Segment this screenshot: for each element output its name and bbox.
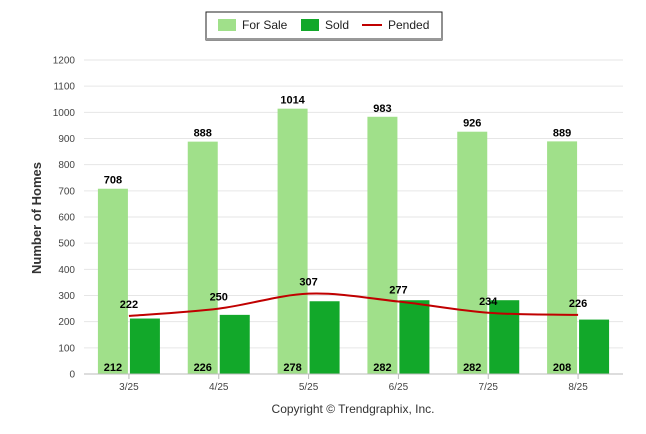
- y-tick-label: 1100: [53, 82, 75, 93]
- legend-label-pended: Pended: [388, 18, 429, 32]
- pended-line: [128, 292, 579, 317]
- data-label-for-sale: 983: [373, 103, 391, 115]
- data-label-pended: 250: [210, 292, 228, 304]
- bar-for-sale: [547, 141, 578, 374]
- x-tick-label: 7/25: [479, 382, 499, 393]
- bar-sold: [309, 301, 340, 374]
- y-tick-label: 0: [69, 370, 75, 381]
- y-tick-label: 800: [58, 160, 75, 171]
- gridlines: [84, 59, 623, 349]
- data-label-for-sale: 926: [463, 118, 481, 130]
- data-label-sold: 212: [104, 362, 122, 374]
- legend-shadow: [206, 38, 442, 40]
- x-tick-label: 6/25: [389, 382, 409, 393]
- data-labels: 708 888 1014 983 926 889 212 226 278 282 282 208 222…: [104, 95, 588, 374]
- bar-sold: [399, 300, 430, 374]
- data-label-for-sale: 888: [194, 128, 212, 140]
- data-label-for-sale: 1014: [280, 95, 305, 107]
- bar-for-sale: [187, 141, 218, 374]
- data-label-pended: 226: [569, 298, 587, 310]
- y-tick-label: 900: [58, 134, 75, 145]
- data-label-sold: 226: [194, 362, 212, 374]
- pended-series-line: [128, 292, 579, 317]
- data-label-pended: 277: [389, 285, 407, 297]
- data-label-sold: 278: [283, 362, 301, 374]
- bar-sold: [579, 319, 610, 374]
- bar-sold: [489, 300, 520, 374]
- x-tick-label: 4/25: [209, 382, 229, 393]
- legend-swatch-sold: [301, 19, 319, 31]
- x-tick-label: 3/25: [119, 382, 139, 393]
- data-label-sold: 282: [463, 362, 481, 374]
- bar-for-sale: [97, 188, 128, 374]
- y-axis-label: Number of Homes: [29, 162, 44, 274]
- legend-swatch-for-sale: [218, 19, 236, 31]
- data-label-pended: 307: [299, 277, 317, 289]
- copyright-text: Copyright © Trendgraphix, Inc.: [272, 402, 435, 416]
- bar-sold: [219, 314, 250, 374]
- y-tick-label: 600: [58, 213, 75, 224]
- x-axis-ticks: 3/25 4/25 5/25 6/25 7/25 8/25: [119, 374, 588, 393]
- y-tick-label: 200: [58, 317, 75, 328]
- legend-box: [205, 11, 443, 41]
- x-tick-label: 8/25: [568, 382, 588, 393]
- data-label-pended: 222: [120, 299, 138, 311]
- legend-label-sold: Sold: [325, 18, 349, 32]
- y-tick-label: 1000: [53, 108, 76, 119]
- data-label-for-sale: 708: [104, 175, 122, 187]
- y-axis-ticks: 0 100 200 300 400 500 600 700 800 900 1000 1100 1200: [53, 56, 76, 381]
- y-tick-label: 1200: [53, 56, 76, 67]
- bar-for-sale: [457, 131, 488, 374]
- x-tick-label: 5/25: [299, 382, 319, 393]
- legend-label-for-sale: For Sale: [242, 18, 288, 32]
- y-tick-label: 500: [58, 239, 75, 250]
- y-tick-label: 400: [58, 265, 75, 276]
- y-tick-label: 700: [58, 186, 75, 197]
- y-tick-label: 300: [58, 291, 75, 302]
- legend: For Sale Sold Pended: [205, 11, 443, 41]
- bar-for-sale: [277, 108, 308, 375]
- y-tick-label: 100: [58, 343, 75, 354]
- data-label-sold: 282: [373, 362, 391, 374]
- bars: [97, 108, 610, 375]
- data-label-pended: 234: [479, 296, 498, 308]
- data-label-for-sale: 889: [553, 127, 571, 139]
- data-label-sold: 208: [553, 362, 571, 374]
- bar-for-sale: [367, 116, 398, 374]
- bar-sold: [129, 318, 160, 374]
